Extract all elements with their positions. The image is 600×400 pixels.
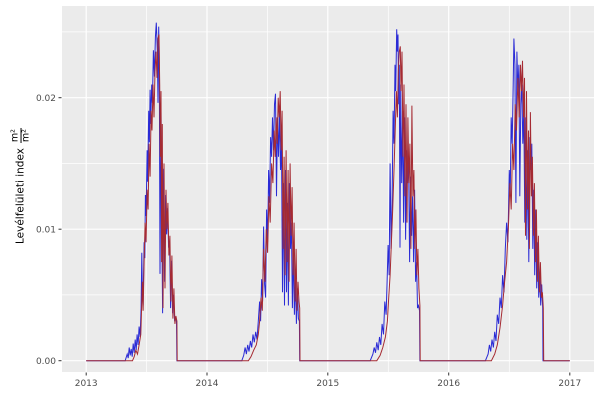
major-gridlines <box>62 6 594 372</box>
y-axis-title: Levélfelületi index m² m² <box>9 128 32 244</box>
x-axis-tick-labels: 2013 2014 2015 2016 2017 <box>75 379 582 389</box>
y-tick-label: 0.01 <box>36 225 56 235</box>
x-tick-label: 2016 <box>437 379 460 389</box>
unit-numerator: m² <box>9 129 21 143</box>
y-axis-title-text: Levélfelületi index <box>15 148 27 244</box>
axis-tick-marks <box>58 97 571 376</box>
series-darkred-line <box>86 34 570 362</box>
y-tick-label: 0.02 <box>36 94 56 104</box>
y-axis-unit-fraction: m² m² <box>9 128 32 144</box>
data-series-lines <box>86 22 570 362</box>
x-tick-label: 2013 <box>75 379 98 389</box>
x-tick-label: 2017 <box>558 379 581 389</box>
y-axis-tick-labels: 0.00 0.01 0.02 <box>36 94 56 367</box>
unit-denominator: m² <box>20 128 32 144</box>
y-tick-label: 0.00 <box>36 357 56 367</box>
x-tick-label: 2015 <box>316 379 339 389</box>
x-tick-label: 2014 <box>196 379 219 389</box>
